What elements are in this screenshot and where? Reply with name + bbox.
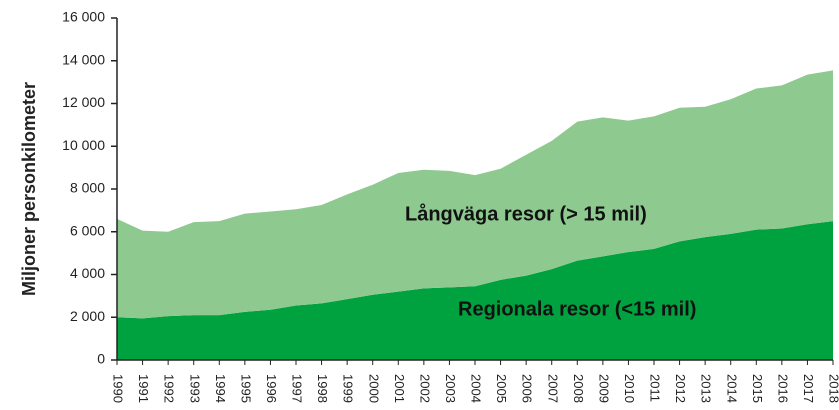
x-tick-label: 2012 — [673, 374, 688, 403]
y-axis-title: Miljoner personkilometer — [19, 82, 39, 296]
x-tick-label: 2007 — [545, 374, 560, 403]
y-tick-label: 0 — [97, 351, 105, 367]
series-label: Regionala resor (<15 mil) — [458, 298, 696, 320]
area — [117, 221, 833, 360]
x-tick-label: 1998 — [315, 374, 330, 403]
x-tick-label: 2011 — [648, 374, 663, 402]
x-tick-label: 1997 — [290, 374, 305, 403]
y-tick-label: 16 000 — [62, 9, 105, 25]
x-tick-label: 2003 — [443, 374, 458, 403]
x-tick-label: 1990 — [111, 374, 126, 403]
x-tick-label: 2009 — [596, 374, 611, 403]
y-tick-label: 12 000 — [62, 94, 105, 110]
y-tick-label: 4 000 — [70, 265, 105, 281]
x-tick-label: 1991 — [136, 374, 151, 403]
y-tick-label: 6 000 — [70, 222, 105, 238]
y-tick-label: 8 000 — [70, 180, 105, 196]
area — [117, 70, 833, 319]
x-tick-label: 2010 — [622, 374, 637, 403]
y-tick-label: 2 000 — [70, 308, 105, 324]
x-tick-label: 2002 — [417, 374, 432, 403]
x-tick-label: 1994 — [213, 374, 228, 403]
y-tick-label: 10 000 — [62, 137, 105, 153]
x-tick-label: 1996 — [264, 374, 279, 403]
x-tick-label: 1993 — [187, 374, 202, 403]
x-tick-label: 1999 — [341, 374, 356, 403]
x-tick-label: 2014 — [724, 374, 739, 403]
y-tick-label: 14 000 — [62, 51, 105, 67]
x-tick-label: 2000 — [366, 374, 381, 403]
x-tick-label: 1992 — [162, 374, 177, 403]
x-tick-label: 2017 — [801, 374, 816, 403]
series-label: Långväga resor (> 15 mil) — [405, 202, 647, 225]
x-tick-label: 2006 — [520, 374, 535, 403]
x-tick-label: 2018 — [827, 374, 839, 403]
x-tick-label: 2015 — [750, 374, 765, 403]
x-tick-label: 2001 — [392, 374, 407, 403]
x-tick-label: 2004 — [469, 374, 484, 403]
x-tick-label: 2005 — [494, 374, 509, 403]
x-tick-label: 2008 — [571, 374, 586, 403]
x-tick-label: 2016 — [775, 374, 790, 403]
x-tick-label: 2013 — [699, 374, 714, 403]
x-tick-label: 1995 — [238, 374, 253, 403]
